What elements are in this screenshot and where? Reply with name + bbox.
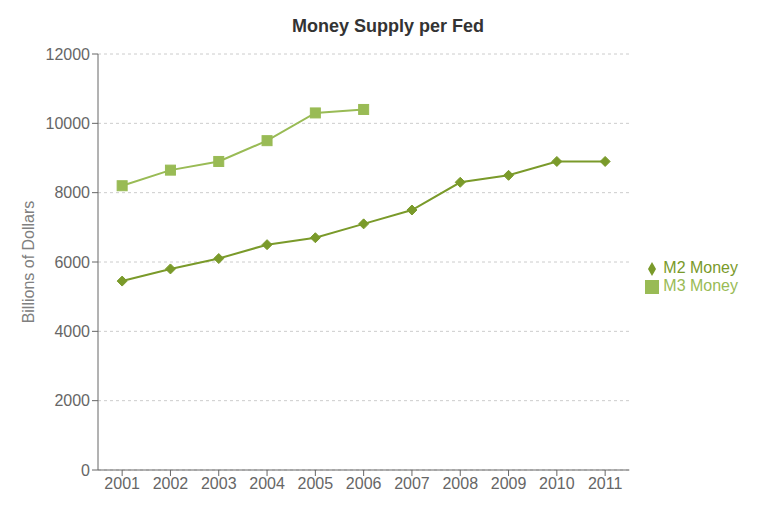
svg-text:2001: 2001 bbox=[104, 475, 140, 492]
svg-text:2003: 2003 bbox=[201, 475, 237, 492]
svg-text:2011: 2011 bbox=[588, 475, 623, 492]
svg-text:2006: 2006 bbox=[346, 475, 382, 492]
svg-text:8000: 8000 bbox=[54, 184, 90, 201]
svg-text:4000: 4000 bbox=[54, 323, 90, 340]
svg-text:2002: 2002 bbox=[153, 475, 189, 492]
svg-text:2010: 2010 bbox=[539, 475, 575, 492]
svg-text:2007: 2007 bbox=[394, 475, 430, 492]
svg-text:2005: 2005 bbox=[298, 475, 334, 492]
svg-text:10000: 10000 bbox=[46, 115, 91, 132]
html-text:Money Supply per Fed: Money Supply per Fed bbox=[292, 16, 484, 36]
svg-text:0: 0 bbox=[81, 462, 90, 479]
svg-text:2000: 2000 bbox=[54, 392, 90, 409]
svg-text:2004: 2004 bbox=[249, 475, 285, 492]
svg-text:6000: 6000 bbox=[54, 254, 90, 271]
svg-text:12000: 12000 bbox=[46, 46, 91, 63]
svg-text:2009: 2009 bbox=[491, 475, 527, 492]
html-text:M2 Money: M2 Money bbox=[663, 259, 738, 276]
svg-text:Billions of Dollars: Billions of Dollars bbox=[20, 201, 37, 324]
svg-text:2008: 2008 bbox=[442, 475, 478, 492]
html-text:M3 Money: M3 Money bbox=[663, 277, 738, 294]
